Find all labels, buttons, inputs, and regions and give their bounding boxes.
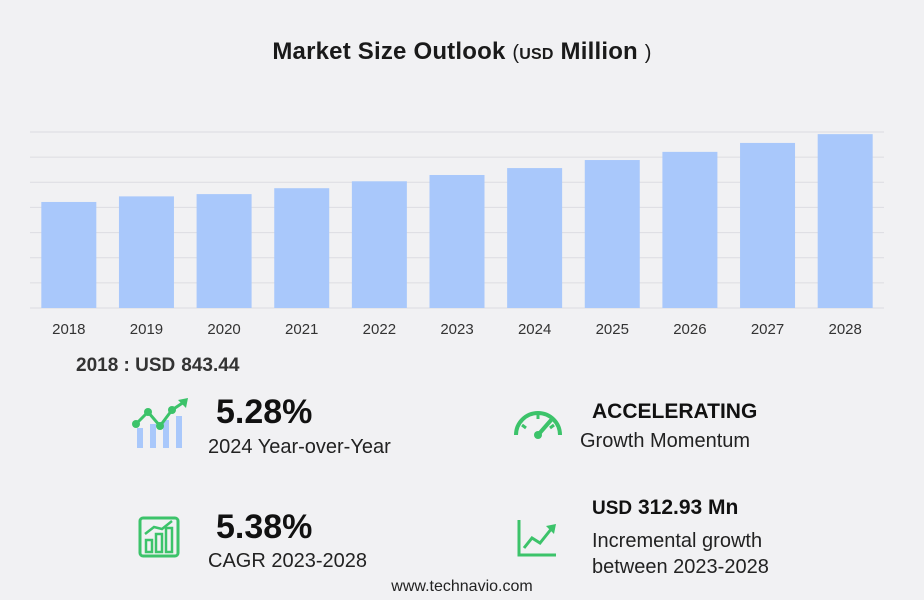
- bar-2026: [662, 151, 718, 308]
- growth-chart-icon: [132, 398, 188, 448]
- x-tick-label: 2024: [518, 321, 551, 338]
- bar-2022: [351, 181, 407, 308]
- momentum-label: Growth Momentum: [580, 430, 751, 452]
- x-tick-label: 2026: [673, 321, 706, 338]
- x-tick-label: 2027: [751, 321, 784, 338]
- trend-up-icon: [517, 520, 556, 557]
- x-tick-label: 2020: [207, 321, 240, 338]
- bar-2018: [41, 201, 97, 308]
- bar-2021: [274, 188, 330, 308]
- cagr-value: 5.38%: [216, 508, 313, 546]
- speedometer-icon: [514, 411, 562, 439]
- base-year-number: 843.44: [181, 355, 240, 376]
- incremental-label-line2: between 2023-2028: [592, 556, 769, 578]
- incremental-amount: 312.93 Mn: [637, 496, 739, 519]
- bar-2028: [817, 134, 873, 308]
- bar-chart: 2018 2019 2020 2021 2022 2023 2024 2025 2026 2027…: [30, 131, 884, 338]
- x-tick-label: 2028: [828, 321, 861, 338]
- base-year-label: 2018 : USD: [76, 355, 176, 376]
- x-tick-label: 2018: [52, 321, 85, 338]
- x-tick-label: 2021: [285, 321, 318, 338]
- title-unit: USD: [519, 46, 554, 63]
- chart-title: Market Size Outlook (USD Million ): [0, 38, 924, 66]
- incremental-value: USD 312.93 Mn: [592, 496, 738, 520]
- bar-2027: [740, 142, 796, 308]
- bar-growth-icon: [138, 516, 180, 558]
- bar-2025: [584, 160, 640, 308]
- bar-2020: [196, 194, 252, 308]
- bar-2024: [507, 168, 563, 308]
- yoy-value: 5.28%: [216, 393, 313, 431]
- incremental-currency: USD: [592, 498, 633, 519]
- bar-2023: [429, 174, 485, 308]
- footer-url: www.technavio.com: [391, 578, 533, 595]
- x-tick-label: 2019: [130, 321, 163, 338]
- title-unit-word: Million: [560, 38, 638, 65]
- bar-2019: [118, 196, 174, 308]
- cagr-label: CAGR 2023-2028: [208, 550, 367, 572]
- momentum-value: ACCELERATING: [592, 400, 758, 423]
- x-tick-label: 2022: [363, 321, 396, 338]
- title-paren-close: ): [644, 42, 652, 64]
- yoy-label: 2024 Year-over-Year: [208, 436, 391, 458]
- x-tick-label: 2023: [440, 321, 473, 338]
- title-paren-open: (: [512, 42, 520, 64]
- base-year-value: 2018 : USD 843.44: [76, 355, 239, 377]
- x-tick-label: 2025: [596, 321, 629, 338]
- incremental-label-line1: Incremental growth: [592, 530, 763, 552]
- title-main: Market Size Outlook: [272, 38, 506, 65]
